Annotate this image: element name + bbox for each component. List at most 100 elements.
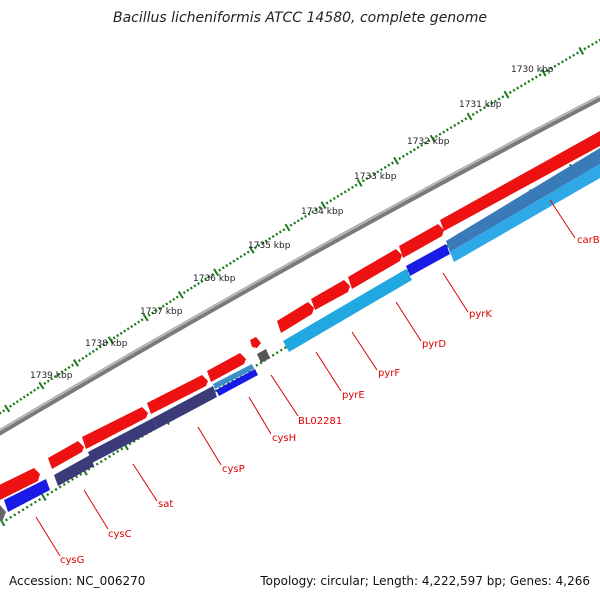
minor-tick [354,183,358,187]
minor-tick [116,334,120,338]
minor-tick [275,232,279,236]
minor-tick [549,66,553,70]
minor-tick [239,255,243,259]
minor-tick [486,104,490,108]
scale-label: 1734 kbp [301,207,344,217]
minor-tick [303,214,307,218]
minor-tick [54,487,58,492]
minor-tick [398,156,402,161]
minor-tick [13,513,17,517]
minor-tick [9,404,13,408]
minor-tick [130,324,134,329]
minor-tick [15,400,19,404]
gene-label: pyrK [469,309,492,320]
major-tick [72,358,79,367]
major-tick [284,223,291,232]
minor-tick [12,402,16,406]
gene-label: BL02281 [298,416,342,427]
minor-tick [482,106,486,110]
gene-label: cysG [60,555,84,566]
minor-tick [260,241,264,245]
minor-tick [449,126,453,130]
minor-tick [564,58,568,62]
minor-tick [296,219,300,223]
minor-tick [318,205,322,209]
gene-leader-line [549,199,576,239]
minor-tick [62,482,66,486]
minor-tick [282,228,286,232]
minor-tick [283,346,287,350]
reverse-genes-track [0,148,600,522]
minor-tick [232,259,236,263]
gene-fwd-5 [207,353,246,382]
major-tick [320,201,327,210]
minor-tick [527,79,531,84]
gene-rev-pyrE [283,269,412,352]
minor-tick [133,322,137,326]
scale-label: 1730 kbp [511,65,554,75]
minor-tick [560,60,564,64]
minor-tick [300,217,304,221]
gene-leader-line [83,489,109,530]
minor-tick [523,82,527,86]
minor-tick [438,132,442,136]
minor-tick [493,99,497,103]
gene-leader-line [197,426,222,466]
major-tick [40,493,47,501]
gene-rev-carB [450,164,600,262]
minor-tick [182,291,186,295]
scale-label: 1738 kbp [85,339,128,349]
minor-tick [293,221,297,225]
minor-tick [46,492,50,497]
minor-tick [475,110,479,114]
minor-tick [2,409,6,413]
minor-tick [98,345,102,349]
minor-tick [119,331,123,335]
minor-tick [112,452,116,456]
minor-tick [516,86,520,90]
minor-tick [278,230,282,234]
minor-tick [189,286,193,290]
minor-tick [401,154,405,158]
minor-tick [0,411,2,415]
minor-tick [405,152,409,156]
minor-tick [147,313,151,317]
minor-tick [60,370,64,374]
minor-tick [259,361,263,365]
minor-tick [289,223,293,227]
minor-tick [5,518,9,522]
minor-tick [64,368,68,372]
minor-tick [26,393,30,397]
minor-tick [228,261,232,265]
gene-rev-sat [54,455,94,486]
minor-tick [275,351,279,355]
minor-tick [46,379,50,383]
gene-rev-cysC [4,479,50,512]
backbone [0,95,600,436]
gene-leader-line [351,331,378,371]
minor-tick [553,64,557,68]
minor-tick [225,264,229,268]
gene-label: pyrE [342,390,365,401]
minor-tick [464,117,468,121]
minor-tick [423,141,427,145]
minor-tick [519,84,523,88]
gene-rev-carA [446,148,600,252]
accession-label: Accession: NC_006270 [9,574,146,588]
minor-tick [255,363,259,367]
gene-fwd-11 [440,131,600,231]
minor-tick [479,108,483,112]
minor-tick [99,460,103,464]
major-tick [248,245,255,254]
gene-fwd-4 [147,375,208,414]
minor-tick [512,88,516,92]
gene-leader-line [35,516,61,557]
minor-tick [271,234,275,238]
major-tick [38,381,45,390]
gene-label: pyrD [422,339,446,350]
minor-tick [594,40,598,44]
minor-tick [314,208,318,212]
minor-tick [218,268,222,272]
gene-fwd-2 [48,441,84,469]
